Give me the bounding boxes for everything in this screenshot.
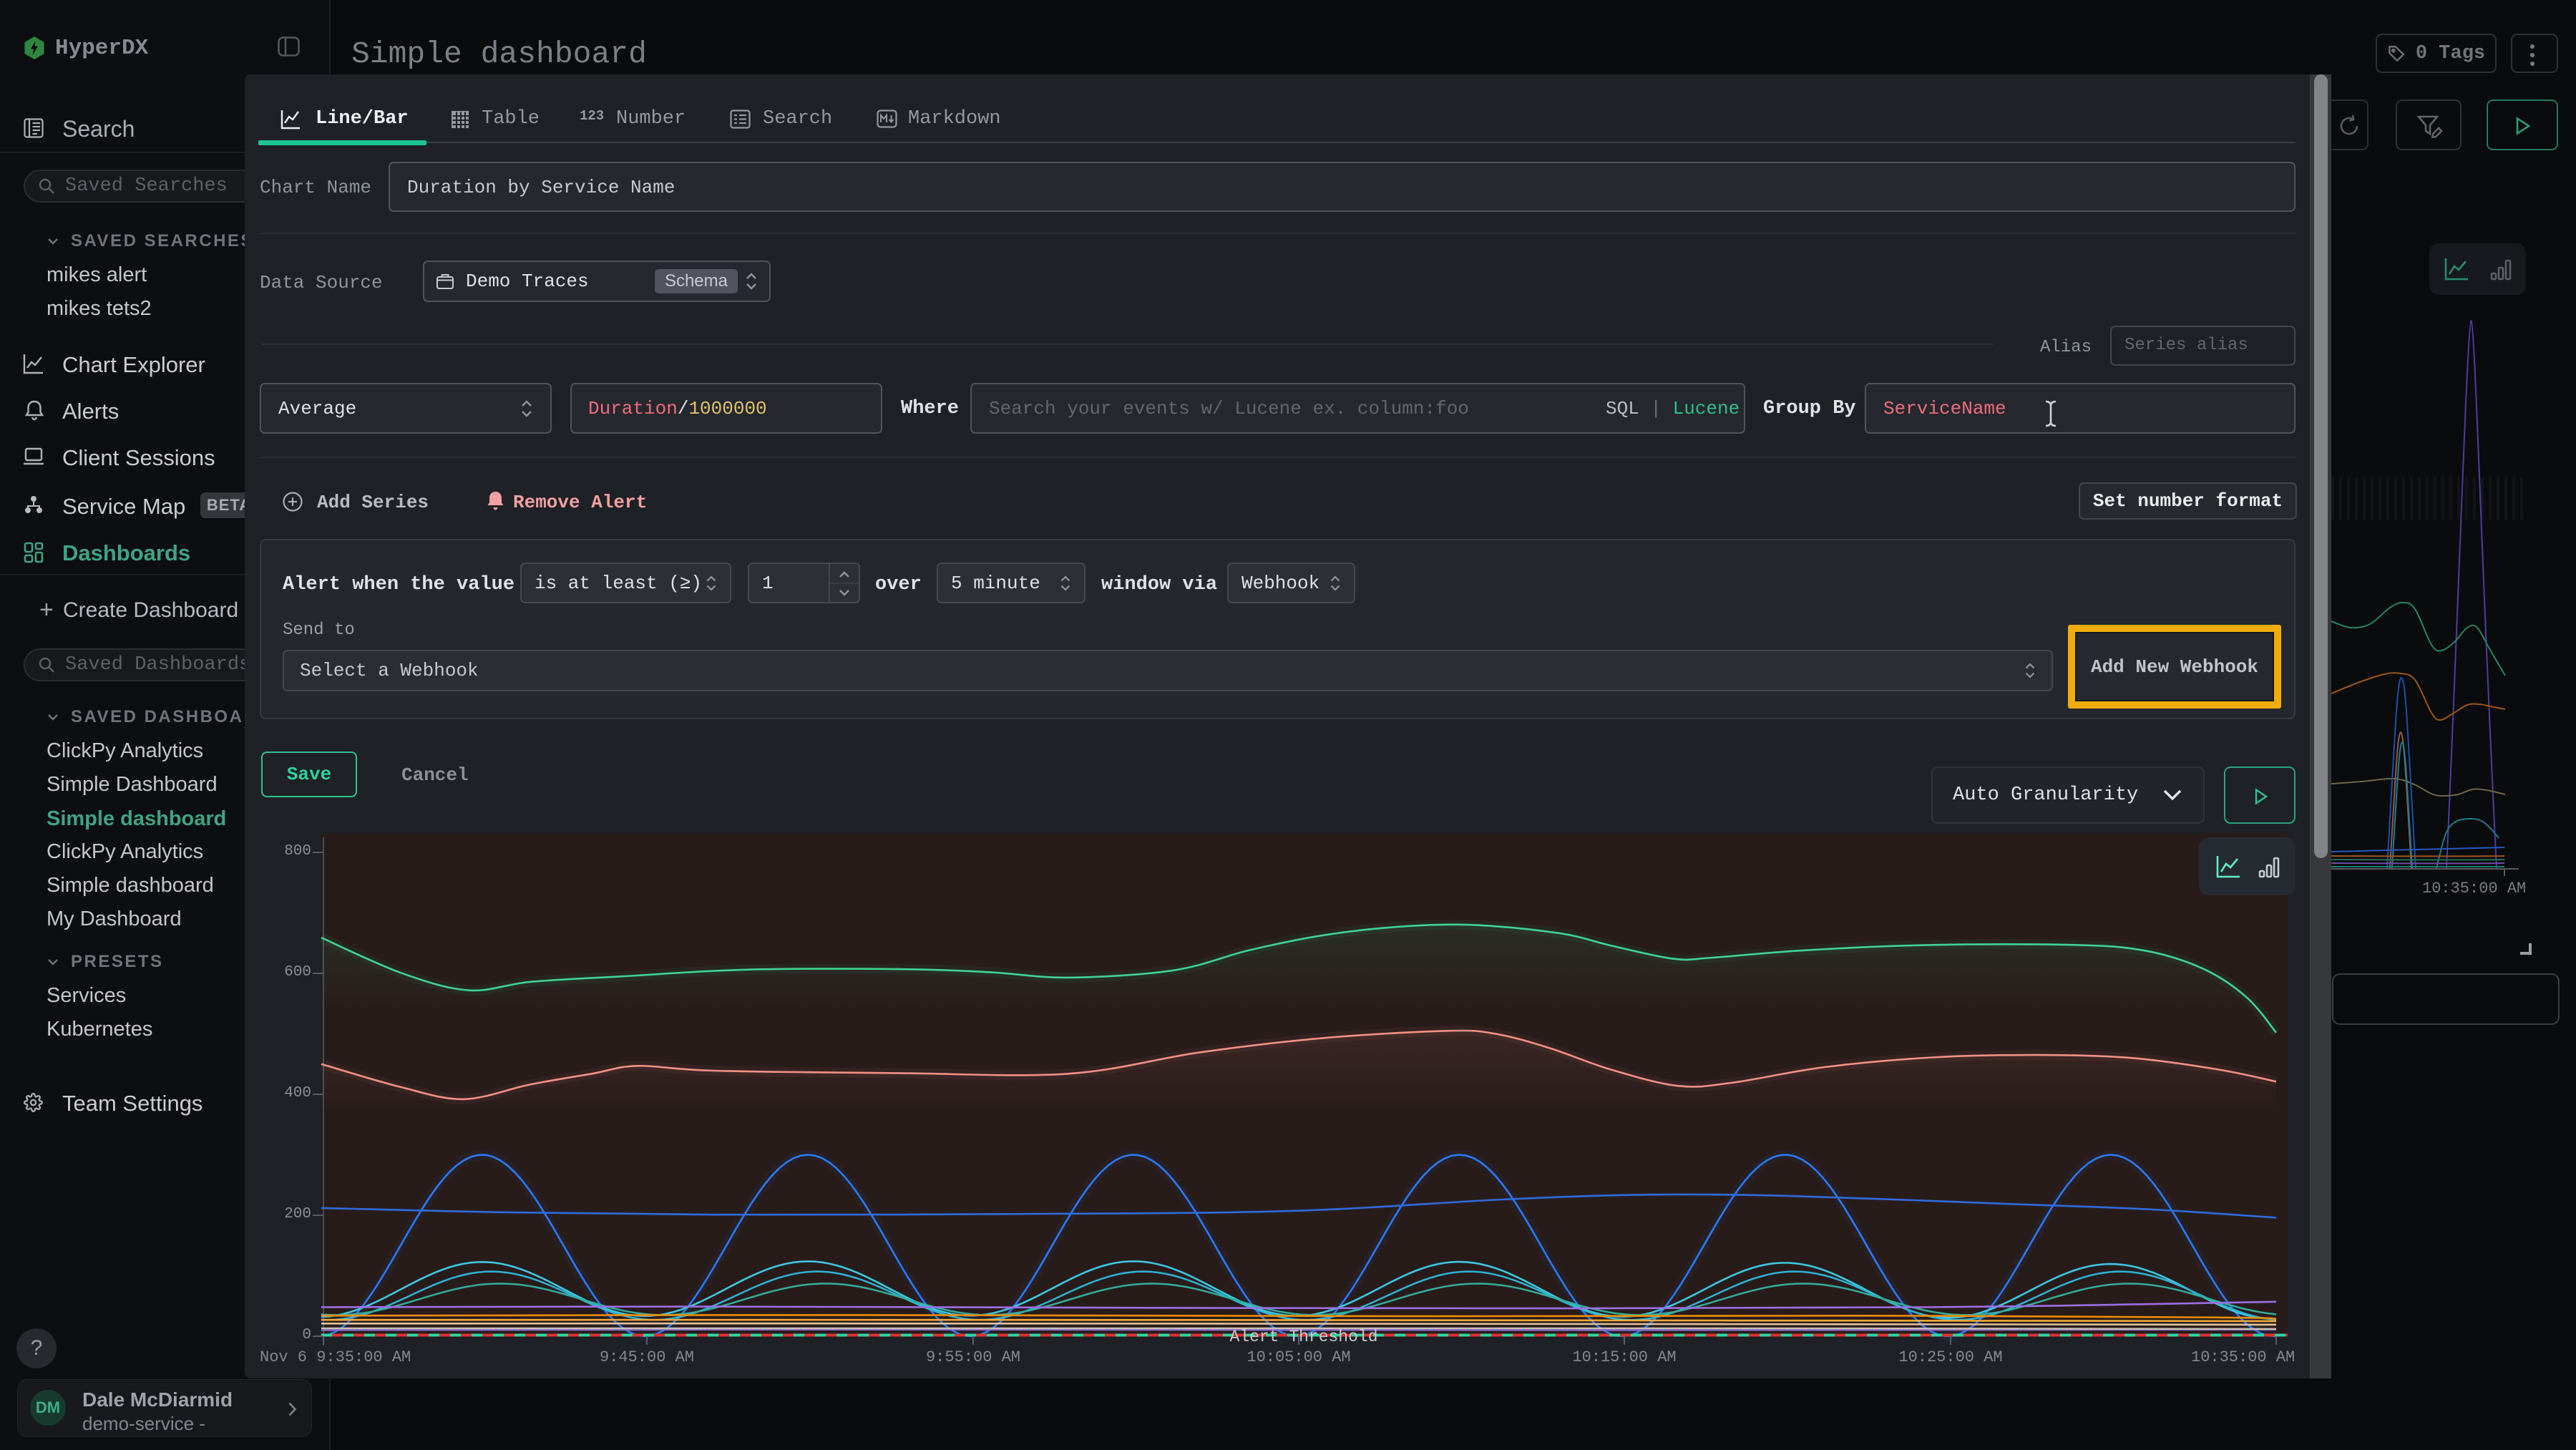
svg-text:10:35:00 AM: 10:35:00 AM bbox=[2422, 880, 2526, 897]
svg-text:Alert Threshold: Alert Threshold bbox=[1229, 1328, 1377, 1346]
